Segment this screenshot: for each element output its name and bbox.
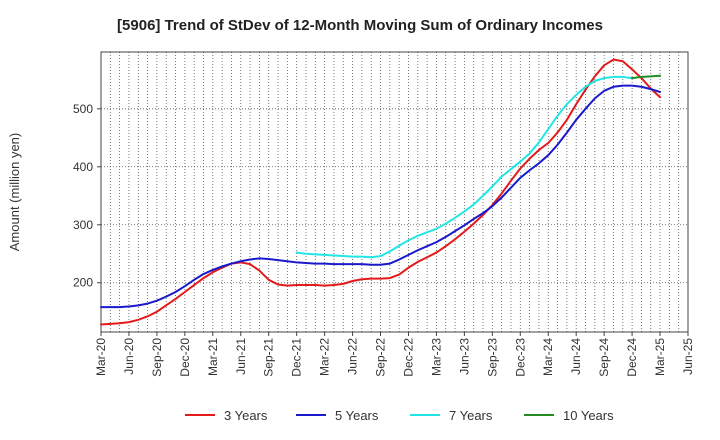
- x-tick-label: Sep-20: [150, 338, 164, 377]
- x-tick-label: Mar-23: [429, 338, 443, 376]
- x-tick-label: Mar-22: [318, 338, 332, 376]
- x-tick-label: Jun-25: [681, 338, 695, 375]
- chart-title: [5906] Trend of StDev of 12-Month Moving…: [117, 17, 603, 34]
- legend-label: 10 Years: [563, 408, 614, 423]
- y-tick-label: 300: [73, 218, 93, 232]
- legend-label: 7 Years: [449, 408, 493, 423]
- plot-frame: [100, 51, 689, 333]
- x-tick-label: Mar-25: [653, 338, 667, 376]
- x-tick-label: Dec-22: [401, 338, 415, 377]
- series-line-5-years: [100, 84, 662, 309]
- series-line-3-years: [100, 58, 662, 326]
- x-tick-label: Dec-24: [625, 338, 639, 377]
- y-tick-label: 200: [73, 276, 93, 290]
- y-tick-label: 400: [73, 160, 93, 174]
- x-tick-label: Sep-21: [262, 338, 276, 377]
- x-tick-label: Mar-24: [541, 338, 555, 376]
- plot-area: 200 300 400 500 Mar-20 Jun-20 Sep-20 Dec-20 Mar-…: [73, 51, 695, 377]
- x-tick-label: Mar-20: [94, 338, 108, 376]
- x-tick-label: Dec-20: [178, 338, 192, 377]
- legend-label: 5 Years: [335, 408, 379, 423]
- x-tick-label: Dec-21: [290, 338, 304, 377]
- x-tick-label: Jun-20: [122, 338, 136, 375]
- x-tick-label: Jun-22: [346, 338, 360, 375]
- x-tick-label: Jun-21: [234, 338, 248, 375]
- x-tick-label: Sep-22: [374, 338, 388, 377]
- series-line-10-years: [631, 74, 662, 80]
- x-tick-label: Jun-23: [457, 338, 471, 375]
- x-tick-label: Sep-24: [597, 338, 611, 377]
- x-tick-label: Mar-21: [206, 338, 220, 376]
- x-tick-label: Dec-23: [513, 338, 527, 377]
- x-tick-label: Sep-23: [485, 338, 499, 377]
- legend-label: 3 Years: [224, 408, 268, 423]
- legend: 3 Years 5 Years 7 Years 10 Years: [185, 408, 614, 423]
- y-tick-label: 500: [73, 102, 93, 116]
- y-axis-label: Amount (million yen): [7, 133, 22, 252]
- x-tick-label: Jun-24: [569, 338, 583, 375]
- series-line-7-years: [295, 75, 634, 259]
